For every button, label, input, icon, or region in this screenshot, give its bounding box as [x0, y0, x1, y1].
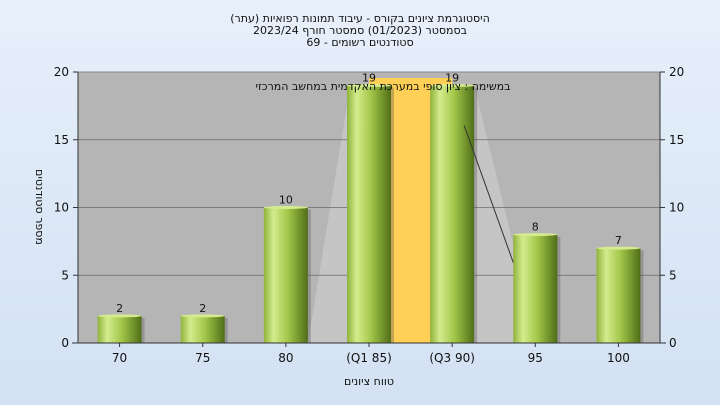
- data-label-6: 7: [615, 234, 622, 247]
- y-tick-label-left-0: 0: [61, 336, 69, 350]
- chart-title-line-3: סטודנטים רשומים - 69: [306, 36, 413, 49]
- y-tick-label-right-1: 5: [669, 268, 677, 282]
- y-tick-label-right-4: 20: [669, 65, 684, 79]
- bar-100: [596, 248, 641, 343]
- bar-cap-4: [430, 84, 475, 88]
- bars-group: 2 2 10 19 19 8 7: [97, 72, 644, 344]
- x-tick-label-0: 70: [112, 351, 127, 365]
- x-tick-label-2: 80: [278, 351, 293, 365]
- bar-cap-1: [180, 314, 225, 318]
- y-tick-label-left-2: 10: [54, 201, 69, 215]
- bar-80: [263, 207, 308, 343]
- axes: 0 0 5 5 10 10 15 15 20 20 70 75 80 (Q1 85) (Q3 90) 95 10…: [54, 65, 685, 365]
- chart-title-line-2: בסמסטר (01/2023) סמסטר חורף 2023/24: [253, 24, 467, 37]
- data-label-3: 19: [362, 72, 376, 85]
- y-tick-label-right-0: 0: [669, 336, 677, 350]
- y-tick-label-left-3: 15: [54, 133, 69, 147]
- x-tick-label-5: 95: [528, 351, 543, 365]
- bar-cap-6: [596, 246, 641, 250]
- chart-annotation: במשימה : ציון סופי במערכת האקדמית במחשב …: [256, 80, 511, 93]
- data-label-0: 2: [116, 302, 123, 315]
- bar-cap-5: [513, 233, 558, 237]
- bar-75: [180, 315, 225, 343]
- bar-cap-3: [347, 84, 391, 88]
- data-label-2: 10: [279, 194, 293, 207]
- bar-70: [97, 315, 142, 343]
- bar-cap-0: [97, 314, 142, 318]
- y-axis-label: מספר סטודנטים: [33, 169, 46, 245]
- bar-(Q3 90): [430, 85, 475, 344]
- y-tick-label-right-2: 10: [669, 201, 684, 215]
- y-tick-label-left-1: 5: [61, 268, 69, 282]
- chart-title-line-1: (היסטוגרמת ציונים בקורס - עיבוד תמונות ר…: [230, 12, 490, 25]
- y-tick-label-right-3: 15: [669, 133, 684, 147]
- x-tick-label-6: 100: [607, 351, 630, 365]
- x-axis-label: טווח ציונים: [344, 375, 394, 388]
- data-label-1: 2: [199, 302, 206, 315]
- x-tick-label-4: (Q3 90): [429, 351, 475, 365]
- data-label-5: 8: [532, 221, 539, 234]
- bar-95: [513, 234, 558, 343]
- x-tick-label-1: 75: [195, 351, 210, 365]
- bar-cap-2: [263, 206, 308, 209]
- y-tick-label-left-4: 20: [54, 65, 69, 79]
- bar-(Q1 85): [347, 85, 391, 344]
- data-label-4: 19: [445, 72, 459, 85]
- connector-line: [463, 125, 514, 263]
- x-tick-label-3: (Q1 85): [346, 351, 392, 365]
